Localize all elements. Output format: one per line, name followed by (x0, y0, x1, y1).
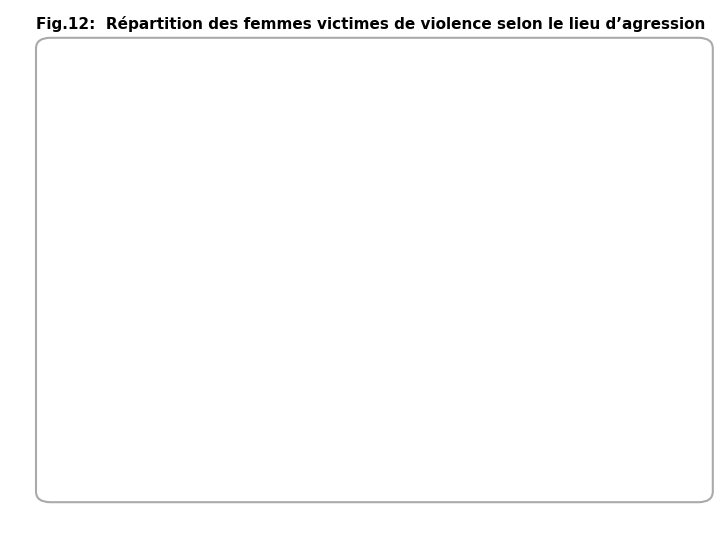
Bar (166, 143, 218, 443)
Text: 35%: 35% (273, 279, 304, 293)
Text: 72%: 72% (176, 124, 207, 138)
Bar (263, 297, 315, 443)
Bar (411, 435, 463, 443)
Text: 25%: 25% (325, 320, 356, 334)
Bar (315, 339, 366, 443)
Bar (114, 180, 166, 443)
Text: 1%: 1% (626, 421, 649, 435)
Text: 0%: 0% (575, 424, 597, 438)
Bar (463, 435, 515, 443)
Text: 63%: 63% (125, 162, 156, 176)
Bar (612, 438, 664, 443)
Text: 2%: 2% (478, 416, 500, 430)
Legend: 2009, 2010: 2009, 2010 (527, 64, 672, 92)
Text: 2%: 2% (426, 416, 448, 430)
Text: Fig.12:  Répartition des femmes victimes de violence selon le lieu d’agression: Fig.12: Répartition des femmes victimes … (36, 16, 706, 32)
